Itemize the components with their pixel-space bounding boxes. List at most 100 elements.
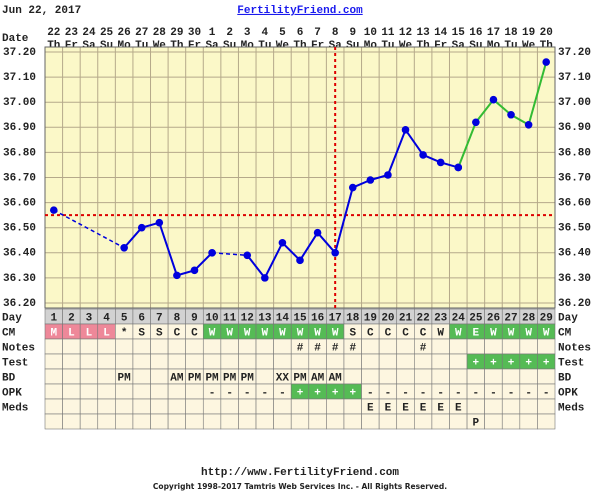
- temperature-point: [155, 218, 164, 227]
- temperature-line: [457, 61, 548, 168]
- temperature-point: [489, 95, 498, 104]
- cell-text: +: [508, 357, 515, 369]
- table-cell: [519, 368, 538, 385]
- table-cell: [132, 398, 151, 415]
- table-cell: [44, 353, 63, 370]
- gap-connector: [212, 252, 248, 257]
- day-number: 21: [399, 312, 413, 324]
- temperature-point: [507, 110, 515, 119]
- day-number: 26: [487, 312, 500, 324]
- cell-text: -: [508, 387, 515, 399]
- y-tick-label: 36.70: [3, 172, 36, 184]
- date-label: 25: [100, 27, 114, 39]
- table-cell: [115, 413, 134, 430]
- day-number: 20: [381, 312, 394, 324]
- cell-text: +: [332, 387, 339, 399]
- cell-text: -: [402, 387, 409, 399]
- day-number: 15: [293, 312, 307, 324]
- date-label: 5: [279, 27, 286, 39]
- table-cell: [449, 353, 468, 370]
- y-tick-label: 36.80: [3, 147, 36, 159]
- temperature-point: [173, 271, 181, 280]
- date-label: 9: [349, 27, 356, 39]
- table-cell: [501, 398, 521, 415]
- date-label: 18: [504, 27, 518, 39]
- table-cell: [97, 398, 116, 415]
- cell-text: AM: [311, 372, 325, 384]
- plot-border: [44, 46, 556, 309]
- day-number: 27: [504, 312, 517, 324]
- date-label: 22: [47, 27, 60, 39]
- table-cell: [97, 383, 116, 400]
- gap-connector: [53, 209, 125, 249]
- table-cell: [326, 398, 345, 415]
- table-cell: [79, 338, 99, 355]
- day-number: 11: [223, 312, 237, 324]
- table-cell: [150, 368, 169, 385]
- date-label: 6: [297, 27, 304, 39]
- table-cell: [326, 413, 345, 430]
- table-cell: [361, 368, 380, 385]
- cell-text: AM: [329, 372, 343, 384]
- table-cell: [238, 413, 257, 430]
- cell-text: W: [209, 327, 216, 339]
- table-cell: [431, 413, 450, 430]
- table-cell: [150, 413, 169, 430]
- cell-text: PM: [205, 372, 219, 384]
- y-tick-label: 36.60: [3, 198, 36, 210]
- table-cell: [115, 353, 134, 370]
- cell-text: PM: [118, 372, 132, 384]
- site-link[interactable]: FertilityFriend.com: [237, 5, 363, 17]
- table-cell: [343, 368, 362, 385]
- table-cell: [220, 353, 239, 370]
- temperature-point: [137, 223, 146, 232]
- day-number: 28: [522, 312, 536, 324]
- y-tick-label: 36.70: [558, 172, 591, 184]
- y-tick-label: 37.10: [3, 72, 36, 84]
- table-cell: [396, 338, 415, 355]
- y-tick-label: 36.50: [558, 223, 591, 235]
- table-cell: [132, 368, 151, 385]
- temperature-point: [190, 266, 199, 275]
- date-label: 10: [364, 27, 377, 39]
- y-tick-label: 37.20: [558, 47, 591, 59]
- footer-url[interactable]: http://www.FertilityFriend.com: [201, 467, 399, 479]
- table-cell: [238, 398, 257, 415]
- table-cell: [308, 398, 327, 415]
- table-cell: [185, 383, 204, 400]
- cell-text: W: [437, 327, 444, 339]
- table-cell: [97, 413, 116, 430]
- y-tick-label: 37.10: [558, 72, 591, 84]
- cell-text: C: [420, 327, 427, 339]
- table-cell: [290, 353, 310, 370]
- table-cell: [501, 413, 521, 430]
- day-number: 16: [311, 312, 324, 324]
- table-cell: [255, 353, 274, 370]
- table-cell: [115, 398, 134, 415]
- date-label: 3: [244, 27, 251, 39]
- row-label: OPK: [2, 387, 22, 399]
- chart-date: Jun 22, 2017: [2, 5, 81, 17]
- date-label: 12: [399, 27, 412, 39]
- table-cell: [44, 398, 63, 415]
- cell-text: +: [543, 357, 550, 369]
- day-number: 14: [276, 312, 290, 324]
- table-cell: [414, 353, 433, 370]
- cell-text: W: [508, 327, 515, 339]
- temperature-point: [542, 58, 551, 66]
- day-number: 10: [205, 312, 218, 324]
- cell-text: S: [349, 327, 356, 339]
- table-cell: [484, 398, 503, 415]
- temperature-point: [313, 228, 322, 237]
- cell-text: W: [332, 327, 339, 339]
- date-label: 19: [522, 27, 535, 39]
- cell-text: -: [209, 387, 216, 399]
- cell-text: +: [314, 387, 321, 399]
- row-label: CM: [2, 327, 16, 339]
- day-number: 29: [540, 312, 553, 324]
- table-cell: [220, 338, 239, 355]
- cell-text: AM: [170, 372, 184, 384]
- table-cell: [431, 353, 450, 370]
- cell-text: S: [156, 327, 163, 339]
- table-cell: [414, 413, 433, 430]
